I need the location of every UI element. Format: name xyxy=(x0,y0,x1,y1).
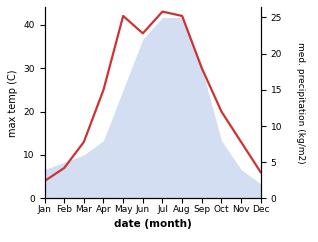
Y-axis label: med. precipitation (kg/m2): med. precipitation (kg/m2) xyxy=(296,42,305,164)
X-axis label: date (month): date (month) xyxy=(114,219,191,229)
Y-axis label: max temp (C): max temp (C) xyxy=(8,69,18,136)
